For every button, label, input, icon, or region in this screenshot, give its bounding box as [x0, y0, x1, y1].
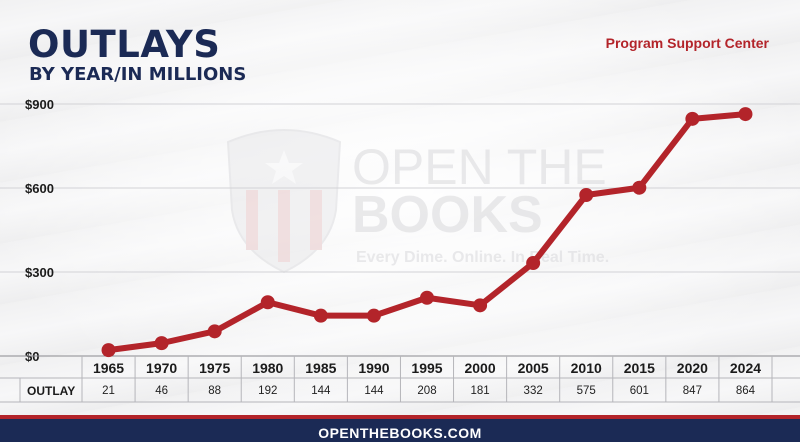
data-point [366, 308, 381, 323]
table-cell: 144 [311, 385, 331, 397]
chart-subtitle: BY YEAR/IN MILLIONS [29, 64, 247, 85]
y-axis: $0$300$600$900 [25, 97, 54, 364]
x-tick-label: 1995 [411, 360, 442, 376]
table-cell: 601 [630, 385, 649, 397]
table-cell: 181 [470, 385, 489, 397]
watermark-tagline: Every Dime. Online. In Real Time. [356, 249, 609, 266]
table-cell: 847 [683, 385, 702, 397]
chart-title: OUTLAYS [28, 23, 221, 66]
series-outlays [101, 107, 753, 358]
source-label: Program Support Center [605, 35, 769, 51]
x-tick-label: 2024 [730, 360, 761, 376]
table-cell: 46 [155, 385, 168, 397]
data-point [473, 298, 488, 313]
data-point [632, 180, 647, 195]
data-point [313, 308, 328, 323]
x-tick-label: 2015 [624, 360, 655, 376]
x-tick-label: 2000 [464, 360, 495, 376]
data-point [579, 188, 594, 202]
x-tick-label: 2010 [571, 360, 602, 376]
y-tick-label: $300 [25, 265, 54, 280]
table-cell: 144 [364, 385, 384, 397]
x-tick-label: 2005 [518, 360, 549, 376]
data-point [526, 256, 541, 271]
data-point [260, 295, 275, 310]
data-point [101, 343, 116, 358]
x-tick-label: 1990 [358, 360, 389, 376]
y-tick-label: $600 [25, 181, 54, 196]
table-cell: 864 [736, 385, 756, 397]
x-tick-label: 1965 [93, 360, 124, 376]
table-cell: 88 [208, 385, 221, 397]
y-tick-label: $900 [25, 97, 54, 112]
data-point [154, 336, 169, 351]
watermark-line1: OPEN THE [352, 139, 607, 195]
footer-site-link[interactable]: OPENTHEBOOKS.COM [318, 425, 482, 441]
x-tick-label: 1975 [199, 360, 230, 376]
x-axis: 1965 1970 1975 1980 1985 1990 1995 2000 2005 2010… [93, 360, 761, 376]
data-point [207, 324, 222, 339]
data-point [685, 111, 700, 126]
x-tick-label: 1980 [252, 360, 283, 376]
grid [0, 103, 800, 273]
data-point [738, 107, 753, 122]
data-point [420, 290, 434, 305]
x-tick-label: 1970 [146, 360, 177, 376]
table-cell: 21 [102, 385, 115, 397]
x-tick-label: 1985 [305, 360, 336, 376]
table-row-label: OUTLAY [27, 384, 75, 398]
table-cell: 192 [258, 385, 277, 397]
x-tick-label: 2020 [677, 360, 708, 376]
data-table: OUTLAY 21 46 88 192 144 144 208 181 332 575 601 847 8… [0, 355, 800, 403]
table-cell: 208 [417, 385, 436, 397]
watermark-line2: BOOKS [352, 186, 543, 244]
watermark: OPEN THE BOOKS Every Dime. Online. In Re… [226, 129, 609, 274]
table-cell: 332 [524, 385, 543, 397]
footer-bar: OPENTHEBOOKS.COM [0, 415, 800, 442]
table-cell: 575 [577, 385, 596, 397]
